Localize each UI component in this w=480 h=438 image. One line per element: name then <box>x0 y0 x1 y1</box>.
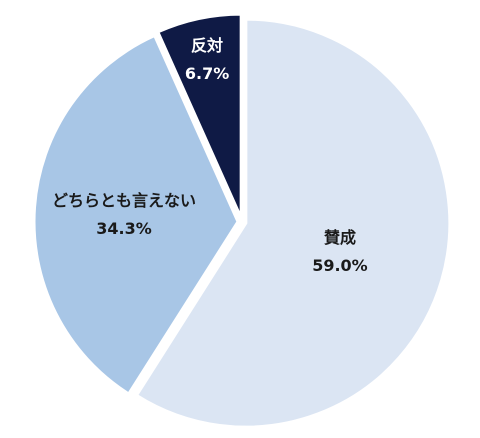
pie-slice-2 <box>32 33 240 397</box>
slice-value-label-1: 59.0% <box>312 256 368 275</box>
slice-value-label-3: 6.7% <box>185 64 229 83</box>
pie-slice-3 <box>155 12 243 219</box>
pie-slice-1 <box>134 17 452 429</box>
pie-slices <box>32 12 452 429</box>
slice-name-label-1: 賛成 <box>324 228 356 247</box>
slice-name-label-2: どちらとも言えない <box>52 191 196 210</box>
slice-name-label-3: 反対 <box>191 36 223 55</box>
slice-value-label-2: 34.3% <box>96 219 152 238</box>
pie-labels: 賛成 59.0% どちらとも言えない 34.3% 反対 6.7% <box>52 36 368 275</box>
